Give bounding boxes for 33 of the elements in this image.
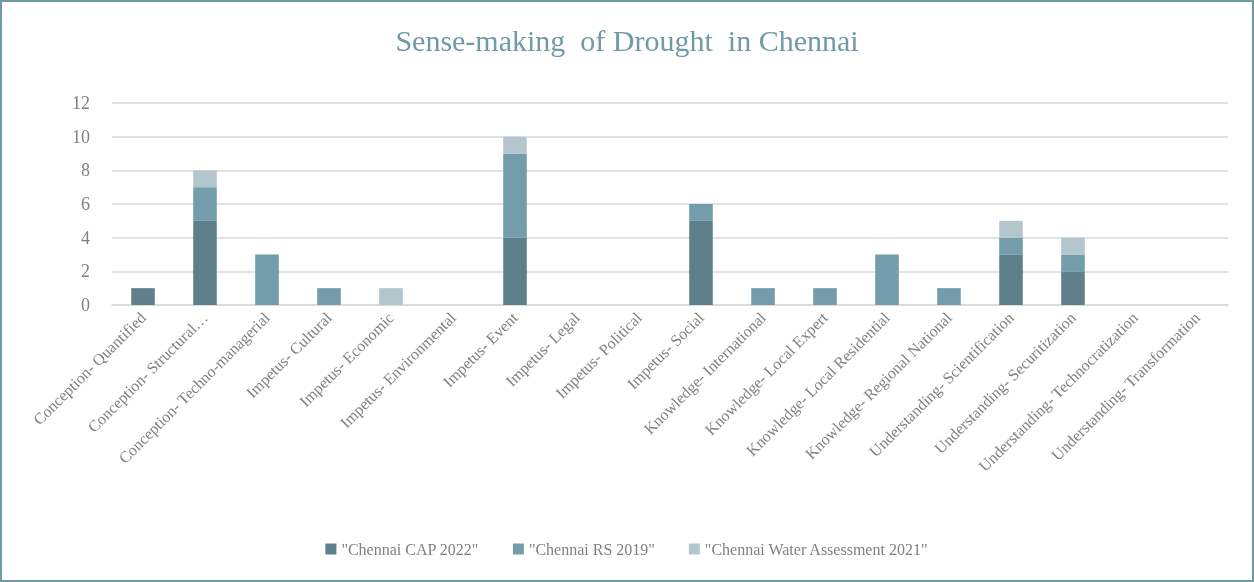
- bar: [689, 204, 713, 221]
- y-tick-label: 10: [72, 126, 90, 147]
- bar: [1061, 237, 1085, 255]
- bar: [193, 220, 217, 305]
- bar: [813, 288, 837, 305]
- bar: [503, 136, 527, 154]
- bar: [1061, 271, 1085, 305]
- bar: [503, 237, 527, 305]
- bar: [999, 254, 1023, 305]
- bar: [999, 220, 1023, 238]
- y-tick-label: 4: [81, 227, 90, 248]
- bar: [317, 288, 341, 305]
- bar: [193, 187, 217, 221]
- bar: [999, 237, 1023, 255]
- bar: [379, 288, 403, 305]
- legend-label: "Chennai CAP 2022": [341, 540, 479, 558]
- bar: [193, 170, 217, 188]
- bar: [937, 288, 961, 305]
- bar: [689, 220, 713, 305]
- bar: [503, 153, 527, 238]
- y-tick-label: 12: [72, 93, 90, 113]
- bar: [1061, 254, 1085, 272]
- legend-label: "Chennai Water Assessment 2021": [704, 540, 928, 558]
- legend-label: "Chennai RS 2019": [528, 540, 655, 558]
- y-tick-label: 6: [81, 194, 90, 214]
- y-tick-label: 0: [81, 295, 90, 315]
- y-tick-label: 8: [81, 160, 90, 181]
- bar: [131, 288, 155, 305]
- bar: [255, 254, 279, 305]
- chart-title: Sense-making of Drought in Chennai: [395, 23, 859, 57]
- bar: [875, 254, 899, 305]
- y-tick-label: 2: [81, 261, 90, 282]
- bar: [751, 288, 775, 305]
